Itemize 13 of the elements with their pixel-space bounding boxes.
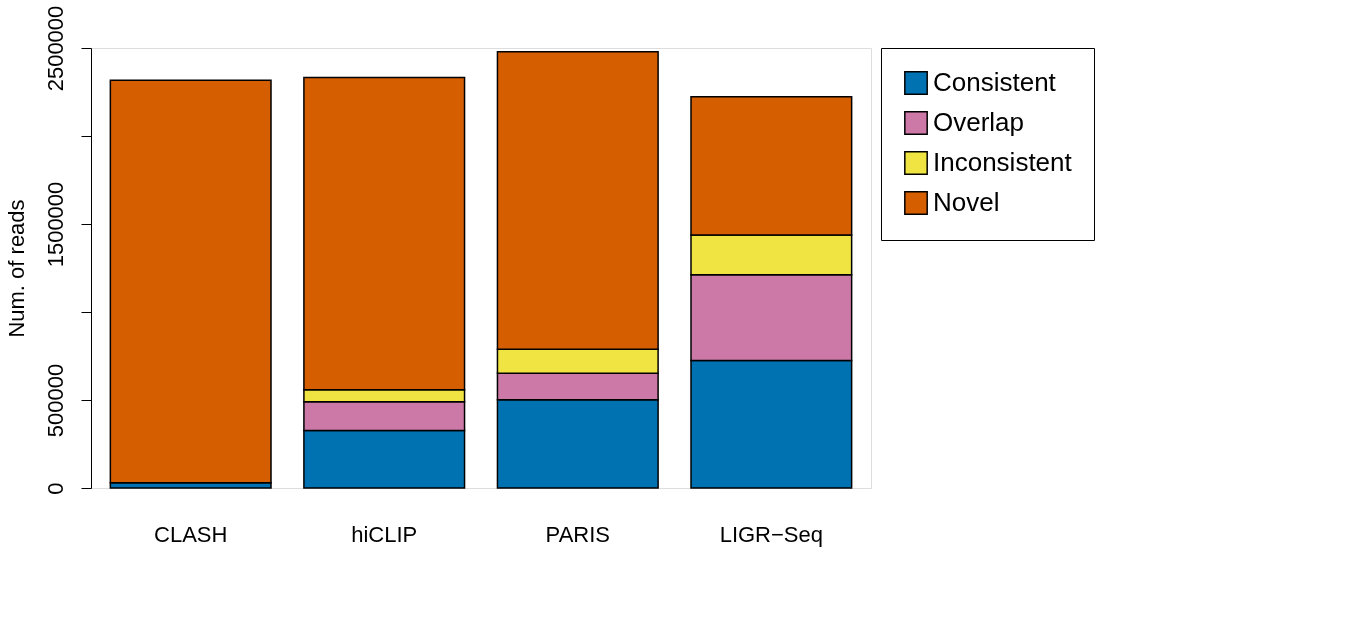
x-tick-label: PARIS (545, 521, 610, 547)
x-tick-label: CLASH (154, 521, 228, 547)
legend-label: Inconsistent (933, 147, 1073, 177)
y-tick-label: 0 (42, 482, 68, 495)
y-tick-label: 1500000 (42, 181, 68, 268)
x-tick-label: hiCLIP (351, 521, 418, 547)
y-tick-label: 2500000 (42, 5, 68, 92)
legend-label: Overlap (933, 107, 1025, 137)
legend-label: Novel (933, 187, 1000, 217)
y-tick-label: 500000 (42, 363, 68, 438)
y-axis-title: Num. of reads (3, 199, 29, 338)
x-tick-label: LIGR−Seq (719, 521, 823, 547)
legend-label: Consistent (933, 67, 1057, 97)
